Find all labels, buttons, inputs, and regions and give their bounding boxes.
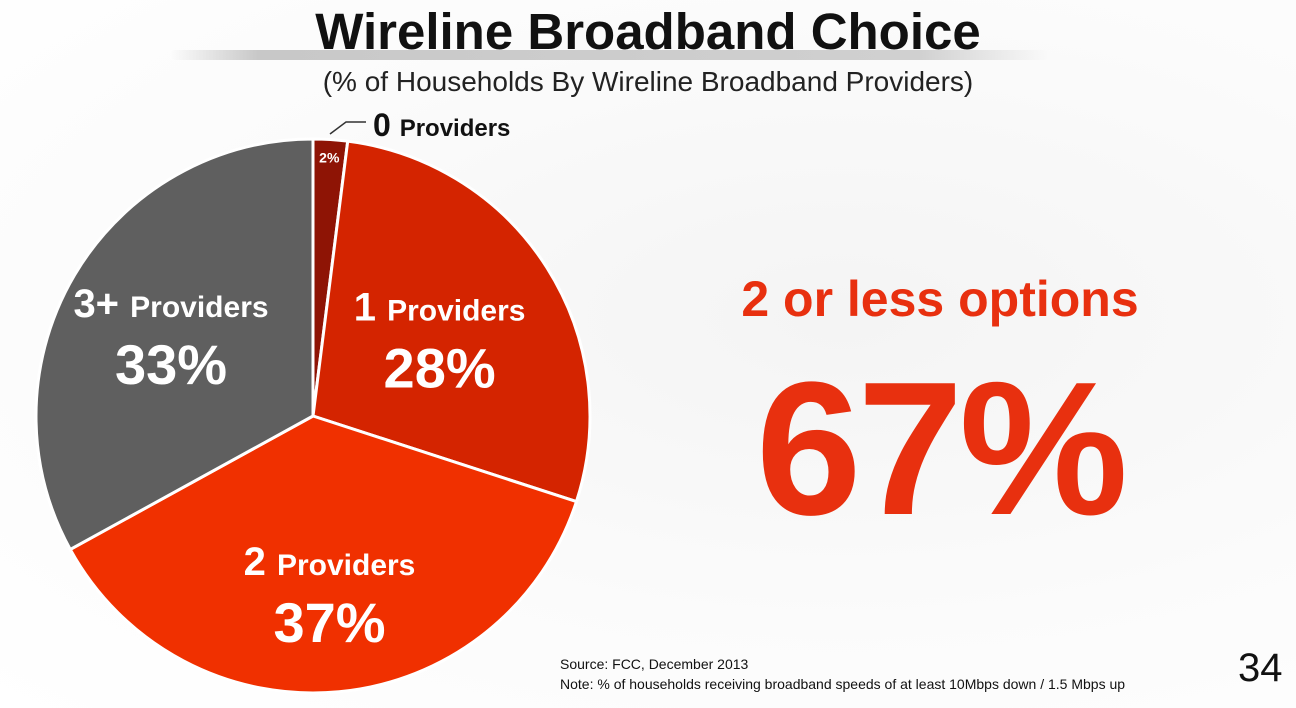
pie-slice-1-providers [311, 139, 592, 504]
source-note: Source: FCC, December 2013 Note: % of ho… [560, 654, 1125, 694]
slice-category-label: 0 Providers [373, 107, 510, 143]
slice-category-label: 2 Providers [244, 540, 416, 584]
leader-line [329, 121, 366, 135]
slice-value-label: 37% [273, 591, 385, 654]
page-title: Wireline Broadband Choice [315, 3, 981, 60]
page-subtitle: (% of Households By Wireline Broadband P… [322, 66, 974, 97]
highlight-value: 67% [755, 343, 1128, 555]
slice-value-label: 2% [319, 150, 340, 166]
slice-value-label: 33% [115, 333, 227, 396]
pie-slice-2-providers [68, 414, 579, 695]
slice-category-label: 1 Providers [354, 286, 526, 330]
slice-category-label: 3+ Providers [73, 282, 268, 326]
source-text: Source: FCC, December 2013 [560, 656, 749, 672]
slice-value-label: 28% [384, 337, 496, 400]
pie-slice-3plus-providers [34, 137, 315, 552]
page-number: 34 [1238, 646, 1283, 690]
title-underline [170, 50, 1050, 60]
note-text: Note: % of households receiving broadban… [560, 676, 1126, 692]
highlight-label: 2 or less options [741, 271, 1139, 327]
